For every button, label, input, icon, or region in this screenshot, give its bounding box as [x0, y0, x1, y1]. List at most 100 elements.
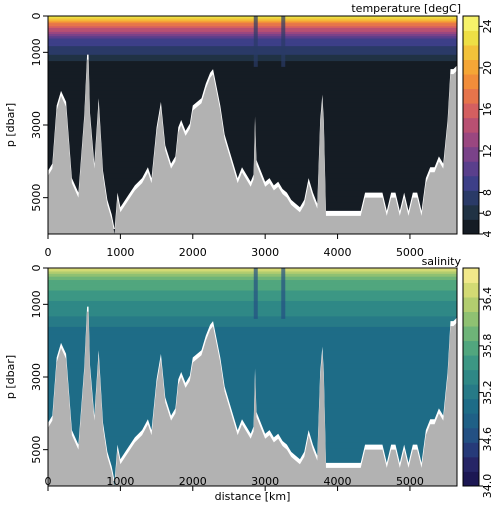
field-band — [48, 309, 457, 314]
field-band — [48, 323, 457, 328]
x-tick-label: 0 — [45, 475, 52, 488]
field-band — [48, 359, 457, 365]
colorbar-segment — [463, 326, 479, 342]
field-band — [48, 16, 457, 19]
field-band — [48, 121, 457, 127]
x-tick-label: 5000 — [396, 475, 424, 488]
field-band — [48, 338, 457, 343]
field-band — [48, 342, 457, 348]
field-band — [48, 316, 457, 321]
field-band — [48, 156, 457, 163]
colorbar-segment — [463, 369, 479, 385]
field-band — [48, 102, 457, 108]
field-band — [48, 270, 457, 273]
colorbar-segment — [463, 204, 479, 220]
colorbar-tick-label: 36.4 — [481, 287, 494, 312]
colorbar-tick-label: 24 — [481, 19, 494, 33]
field-band — [48, 90, 457, 96]
field-band — [48, 18, 457, 21]
field-band — [48, 28, 457, 31]
colorbar-segment — [463, 88, 479, 104]
field-band — [48, 130, 457, 137]
field-band — [48, 29, 457, 33]
field-band — [48, 140, 457, 147]
field-streak — [253, 268, 258, 319]
field-band — [48, 354, 457, 360]
y-tick-label: 3000 — [30, 111, 43, 139]
field-band — [48, 419, 457, 426]
colorbar-tick-label: 8 — [481, 189, 494, 196]
field-band — [48, 173, 457, 180]
field-band — [48, 167, 457, 174]
field-streak — [253, 16, 258, 67]
field-band — [48, 280, 457, 283]
panel-title: temperature [degC] — [351, 2, 461, 15]
field-band — [48, 271, 457, 274]
field-band — [48, 368, 457, 374]
field-band — [48, 23, 457, 26]
field-band — [48, 20, 457, 23]
field-band — [48, 46, 457, 50]
field-band — [48, 306, 457, 311]
field-band — [48, 350, 457, 356]
x-tick-label: 4000 — [324, 246, 352, 259]
colorbar-segment — [463, 340, 479, 356]
field-band — [48, 67, 457, 72]
field-1 — [48, 268, 457, 486]
colorbar-segment — [463, 413, 479, 429]
colorbar-tick-label: 20 — [481, 61, 494, 75]
field-band — [48, 82, 457, 87]
field-band — [48, 275, 457, 278]
field-band — [48, 319, 457, 324]
field-band — [48, 64, 457, 69]
x-tick-label: 3000 — [251, 475, 279, 488]
y-tick-label: 1000 — [30, 290, 43, 318]
field-band — [48, 24, 457, 27]
x-tick-label: 2000 — [179, 475, 207, 488]
field-band — [48, 288, 457, 292]
field-band — [48, 33, 457, 37]
x-tick-label: 3000 — [251, 246, 279, 259]
y-tick-label: 3000 — [30, 363, 43, 391]
panel-title: salinity — [422, 255, 462, 268]
field-band — [48, 377, 457, 384]
field-band — [48, 330, 457, 336]
y-axis-label: p [dbar] — [4, 355, 17, 399]
colorbar-segment — [463, 456, 479, 472]
field-band — [48, 303, 457, 308]
field-band — [48, 31, 457, 35]
x-tick-label: 4000 — [324, 475, 352, 488]
colorbar-segment — [463, 175, 479, 191]
colorbar-tick-label: 34.0 — [481, 474, 494, 499]
field-band — [48, 326, 457, 332]
y-tick-label: 5000 — [30, 436, 43, 464]
field-band — [48, 19, 457, 22]
field-band — [48, 135, 457, 142]
field-band — [48, 392, 457, 399]
field-band — [48, 48, 457, 53]
field-band — [48, 86, 457, 91]
x-tick-label: 0 — [45, 246, 52, 259]
field-band — [48, 94, 457, 100]
colorbar-frame — [462, 15, 480, 235]
field-band — [48, 278, 457, 281]
field-band — [48, 26, 457, 29]
colorbar-segment — [463, 16, 479, 31]
colorbar-segment — [463, 117, 479, 133]
temperature-panel: 0 1000 2000 3000 4000 5000 0 1000 3000 5000 p [dba… — [4, 2, 494, 259]
field-band — [48, 57, 457, 62]
colorbar-segment — [463, 219, 479, 235]
field-band — [48, 38, 457, 42]
colorbar-segment — [463, 442, 479, 458]
colorbar-segment — [463, 74, 479, 90]
colorbar-tick-label: 35.2 — [481, 380, 494, 405]
field-band — [48, 413, 457, 421]
x-tick-label: 1000 — [106, 246, 134, 259]
field-band — [48, 292, 457, 297]
seafloor — [48, 59, 457, 234]
field-band — [48, 43, 457, 47]
colorbar-segment — [463, 311, 479, 327]
field-band — [48, 290, 457, 294]
